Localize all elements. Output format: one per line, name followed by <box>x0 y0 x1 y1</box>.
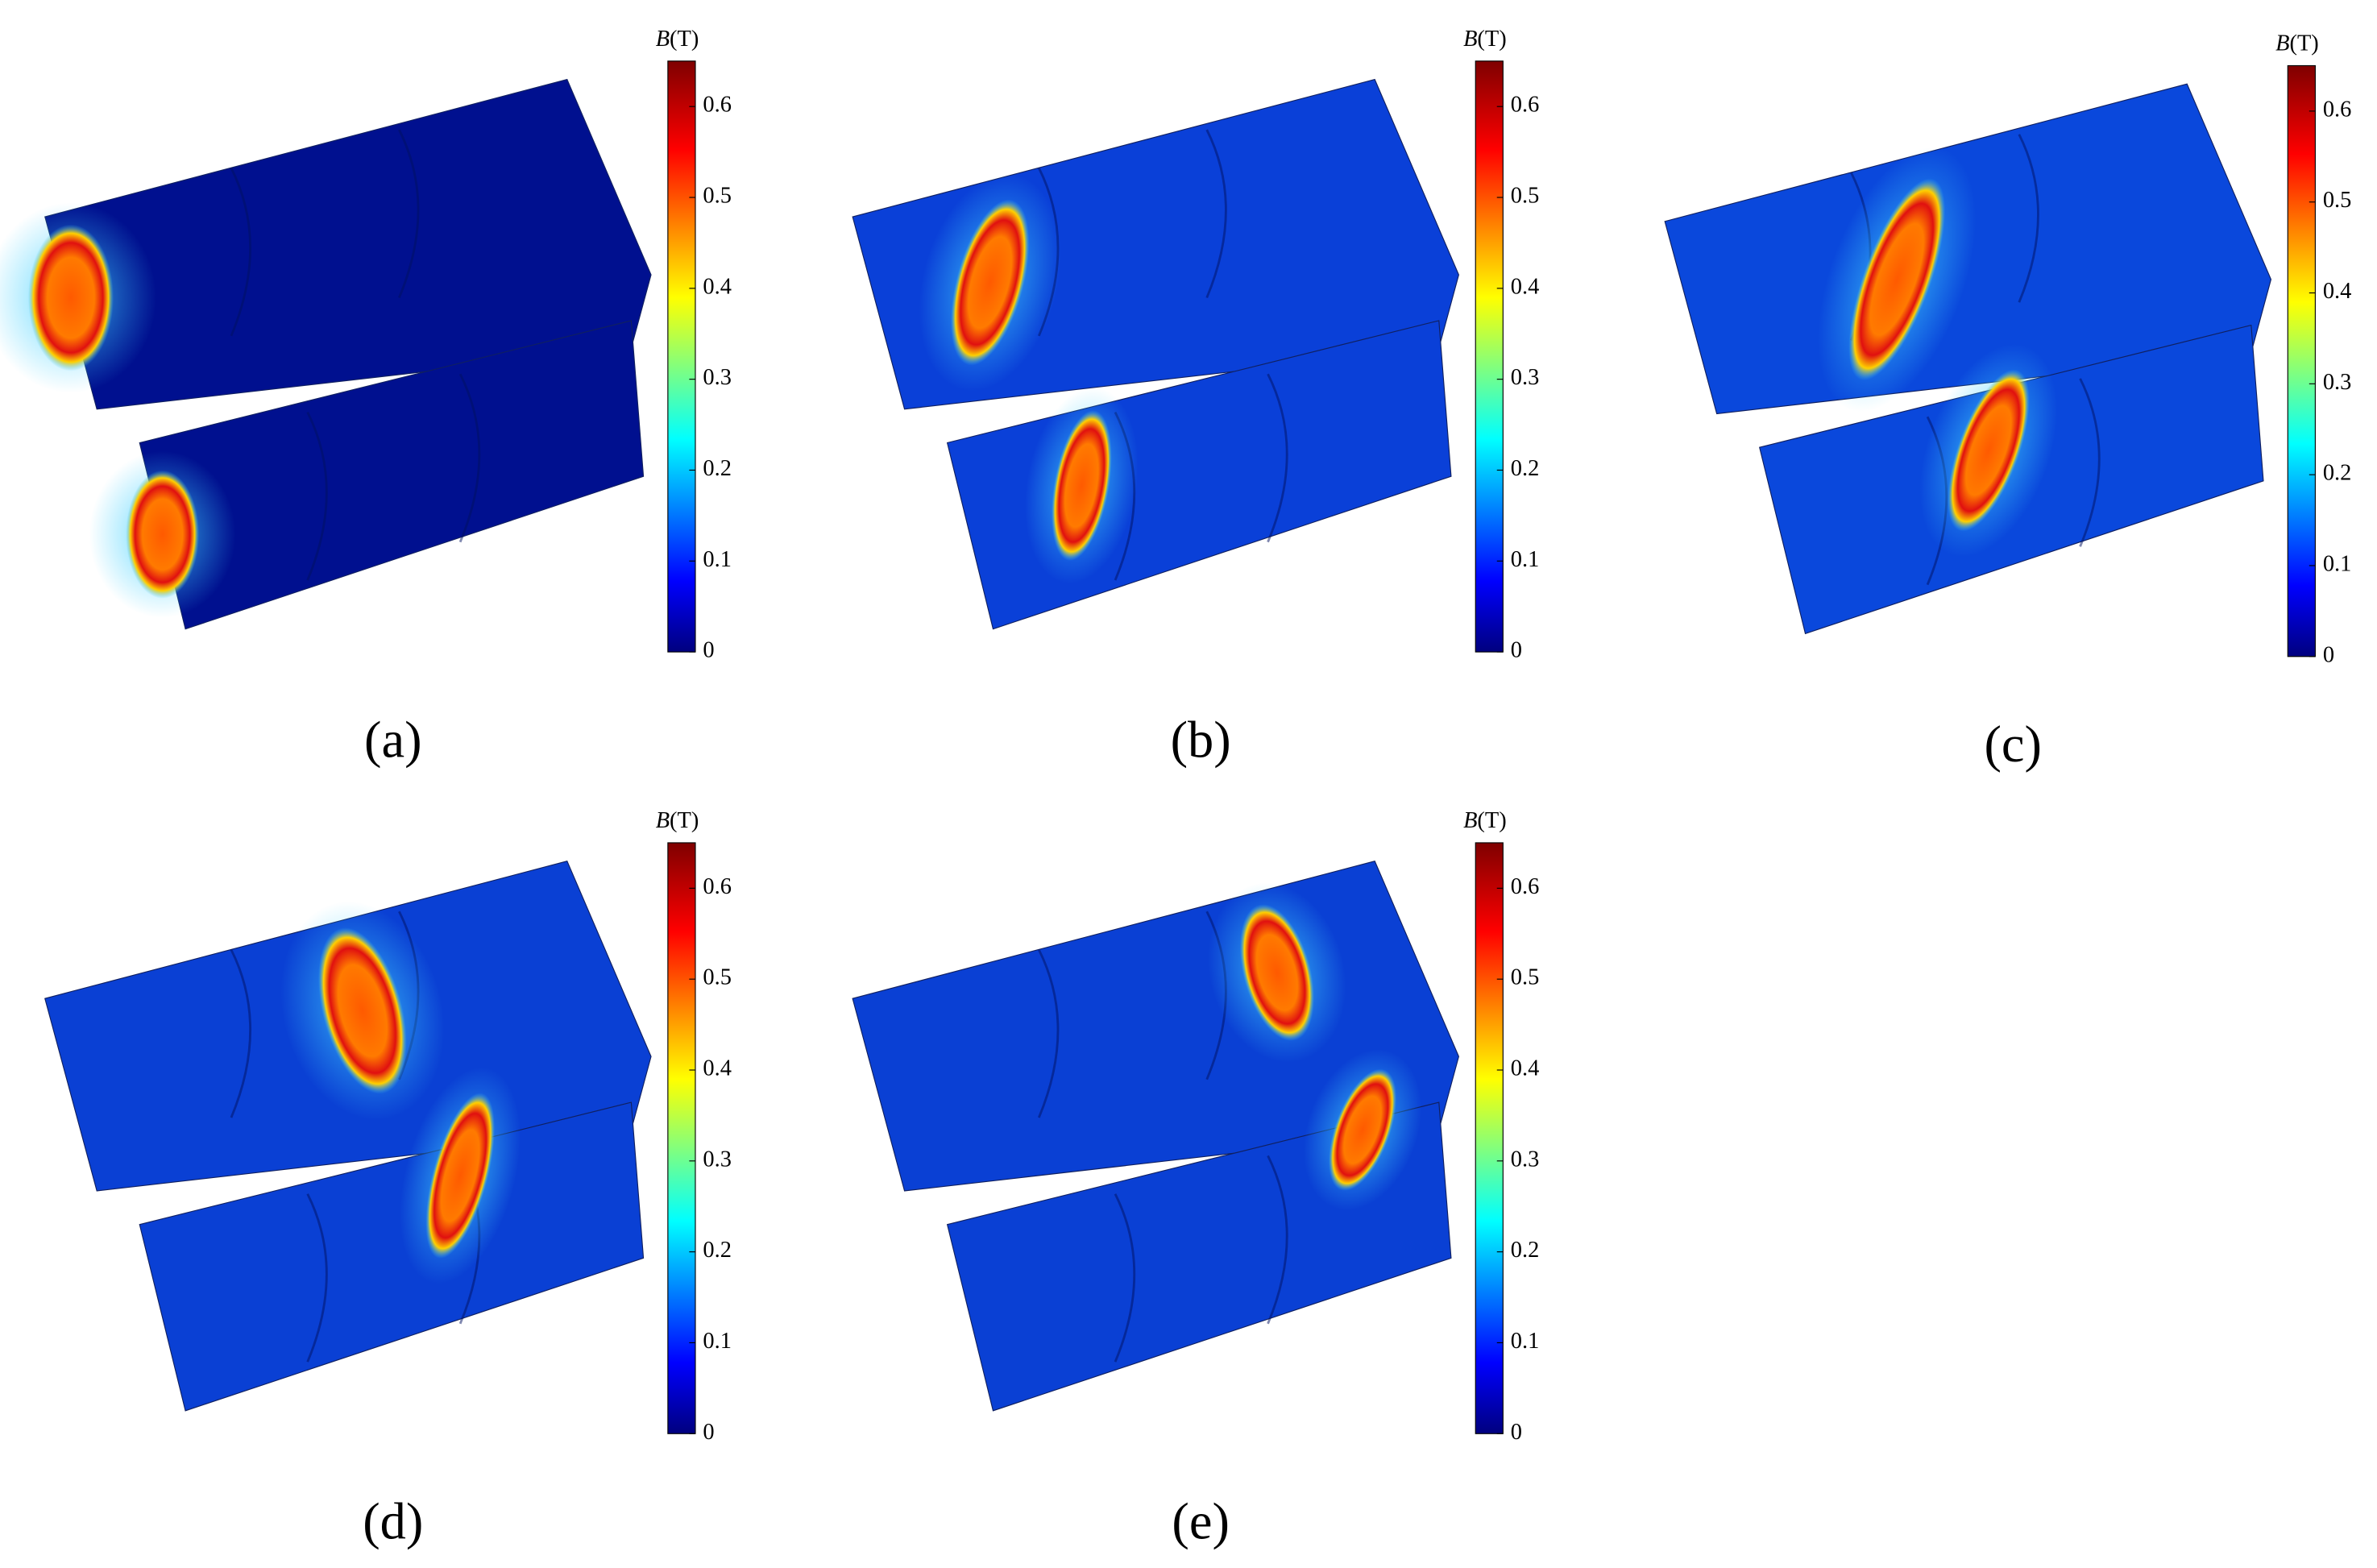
colorbar-tick-label: 0.2 <box>1511 1238 1540 1263</box>
field-hotspot <box>126 470 200 599</box>
colorbar-tick-label: 0.2 <box>2323 461 2352 486</box>
colorbar-tick-label: 0 <box>703 638 714 663</box>
colorbar-tick-label: 0.2 <box>703 1238 732 1263</box>
colorbar-tick-label: 0.4 <box>2323 279 2352 304</box>
colorbar-tick-label: 0.2 <box>1511 456 1540 481</box>
magnet-arc <box>2018 134 2039 303</box>
magnet-arc <box>1114 1193 1136 1363</box>
panel: B(T) 0 0.1 0.2 0.3 0.4 0.5 0.6 (b) <box>852 27 1540 768</box>
colorbar <box>667 60 696 653</box>
colorbar-tick-label: 0.4 <box>1511 274 1540 299</box>
magnet-arc <box>398 129 420 299</box>
colorbar-symbol: B <box>656 808 670 833</box>
colorbar-tick-label: 0.5 <box>703 965 732 990</box>
colorbar-symbol: B <box>1463 808 1477 833</box>
colorbar-tick-label: 0.2 <box>703 456 732 481</box>
colorbar-tick-label: 0.5 <box>2323 188 2352 213</box>
colorbar-title: B(T) <box>1463 808 1507 833</box>
colorbar-tick-label: 0.4 <box>703 1056 732 1081</box>
magnet-arc <box>1037 948 1060 1118</box>
colorbar-tick-label: 0 <box>2323 642 2334 667</box>
magnet-arc <box>306 411 328 581</box>
colorbar-tick-label: 0.4 <box>1511 1056 1540 1081</box>
colorbar <box>1475 60 1504 653</box>
field-hotspot <box>1848 178 1946 381</box>
colorbar-title: B(T) <box>656 27 699 52</box>
panel-label: (d) <box>363 1493 423 1550</box>
colorbar-unit: (T) <box>1477 27 1506 52</box>
colorbar-tick-label: 0.3 <box>1511 365 1540 390</box>
colorbar-title: B(T) <box>2275 31 2319 56</box>
magnet-arc <box>1205 129 1227 299</box>
magnet-arc <box>458 373 481 543</box>
panel-label: (a) <box>364 711 421 768</box>
colorbar-tick-label: 0.3 <box>1511 1147 1540 1172</box>
colorbar-tick-label: 0.1 <box>703 1329 732 1354</box>
colorbar <box>1475 842 1504 1434</box>
panel-label: (b) <box>1171 711 1231 768</box>
field-hotspot <box>1051 410 1112 562</box>
colorbar-tick-label: 0.6 <box>703 93 732 118</box>
colorbar <box>2287 64 2316 657</box>
field-hotspot <box>317 927 407 1094</box>
colorbar-tick-label: 0 <box>1511 1420 1522 1445</box>
colorbar-tick-label: 0.6 <box>2323 97 2352 122</box>
field-hotspot <box>1948 369 2030 532</box>
magnet-arc <box>230 948 251 1118</box>
panel: B(T) 0 0.1 0.2 0.3 0.4 0.5 0.6 (e) <box>852 808 1539 1550</box>
colorbar-tick-label: 0.1 <box>1511 1329 1540 1354</box>
colorbar <box>667 842 696 1434</box>
colorbar-tick-label: 0 <box>1511 638 1522 663</box>
colorbar-title: B(T) <box>1463 27 1507 52</box>
colorbar-unit: (T) <box>2289 31 2318 56</box>
colorbar-tick-label: 0.3 <box>703 365 732 390</box>
magnet-arc <box>306 1193 328 1363</box>
magnet-arc <box>1267 373 1288 543</box>
colorbar-tick-label: 0 <box>703 1420 714 1445</box>
colorbar-symbol: B <box>2275 31 2289 56</box>
colorbar-tick-label: 0.6 <box>1511 93 1540 118</box>
colorbar-tick-label: 0.3 <box>2323 370 2352 395</box>
colorbar-symbol: B <box>1463 27 1477 52</box>
panel: B(T) 0 0.1 0.2 0.3 0.4 0.5 0.6 (c) <box>1664 31 2352 773</box>
colorbar-symbol: B <box>656 27 670 52</box>
colorbar-tick-label: 0.4 <box>703 274 732 299</box>
panel: B(T) 0 0.1 0.2 0.3 0.4 0.5 0.6 (a) <box>0 27 732 768</box>
colorbar-tick-label: 0.6 <box>703 874 732 899</box>
magnet-arc <box>230 167 251 337</box>
field-hotspot <box>1239 904 1315 1041</box>
panel: B(T) 0 0.1 0.2 0.3 0.4 0.5 0.6 (d) <box>44 808 732 1550</box>
colorbar-title: B(T) <box>656 808 699 833</box>
colorbar-unit: (T) <box>670 27 699 52</box>
field-hotspot <box>950 199 1030 366</box>
colorbar-tick-label: 0.5 <box>1511 184 1540 209</box>
colorbar-tick-label: 0.1 <box>2323 551 2352 576</box>
panel-label: (e) <box>1172 1493 1229 1550</box>
field-hotspot <box>425 1093 496 1259</box>
colorbar-tick-label: 0.5 <box>1511 965 1540 990</box>
colorbar-tick-label: 0.6 <box>1511 874 1540 899</box>
colorbar-tick-label: 0.1 <box>703 547 732 572</box>
colorbar-tick-label: 0.3 <box>703 1147 732 1172</box>
field-hotspot <box>1328 1068 1397 1191</box>
magnet-arc <box>2079 378 2101 547</box>
panel-label: (c) <box>1984 716 2041 773</box>
colorbar-unit: (T) <box>670 808 699 833</box>
colorbar-tick-label: 0.1 <box>1511 547 1540 572</box>
field-hotspot <box>27 224 114 371</box>
colorbar-tick-label: 0.5 <box>703 184 732 209</box>
magnet-arc <box>1267 1155 1288 1325</box>
colorbar-unit: (T) <box>1477 808 1506 833</box>
